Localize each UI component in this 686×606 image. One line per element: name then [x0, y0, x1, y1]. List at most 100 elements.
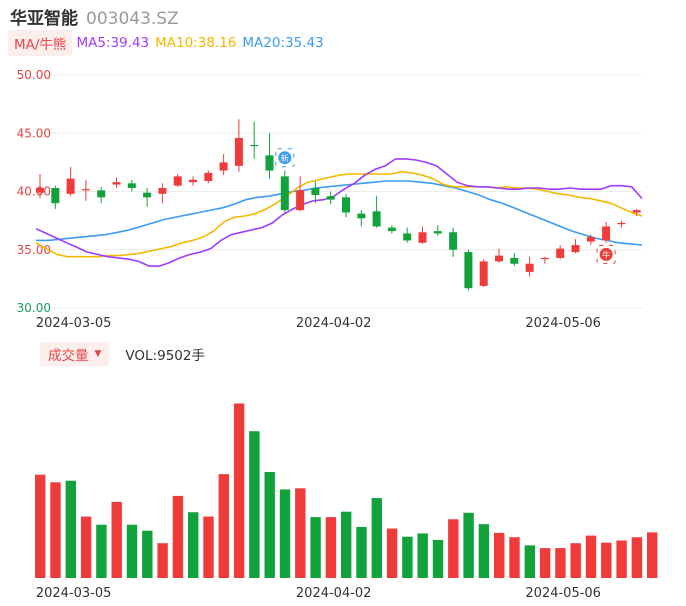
volume-bar	[371, 498, 382, 578]
candle-body	[342, 197, 350, 213]
volume-bar	[126, 524, 138, 578]
volume-bar	[647, 532, 658, 578]
volume-bar	[50, 482, 61, 578]
candle-body	[586, 236, 595, 242]
marker-bull-icon-frame	[596, 244, 616, 264]
candle-body	[602, 226, 611, 241]
candle	[342, 193, 350, 218]
candle	[326, 191, 335, 205]
candle	[158, 183, 167, 204]
volume-bar	[417, 533, 428, 578]
volume-label: VOL:	[125, 348, 158, 364]
marker-bull-icon: 牛	[596, 244, 616, 264]
candle	[540, 256, 549, 264]
candle	[357, 210, 366, 227]
candle-body	[556, 248, 565, 258]
price-tick-label: 35.00	[17, 243, 51, 257]
volume-bar	[35, 474, 46, 578]
volume-bar	[264, 471, 275, 578]
candle	[36, 174, 44, 199]
dropdown-arrow-icon: ▼	[94, 349, 102, 359]
candle	[372, 196, 381, 228]
ma10-legend: MA10:38.16	[155, 35, 236, 51]
candle	[173, 174, 182, 187]
volume-bar	[570, 543, 581, 578]
candle-body	[81, 189, 90, 191]
candle-body	[51, 188, 60, 204]
candle-body	[357, 213, 366, 219]
stock-header: 华亚智能 003043.SZ	[10, 4, 179, 29]
volume-bar	[402, 536, 413, 578]
candle	[525, 256, 534, 277]
volume-bar	[494, 532, 505, 578]
candle-body	[433, 231, 442, 234]
candle-body	[326, 196, 335, 200]
price-date-label: 2024-03-05	[36, 316, 112, 331]
volume-bar	[233, 403, 245, 578]
candle-body	[36, 188, 44, 193]
price-tick-label: 45.00	[17, 126, 51, 140]
candle	[479, 259, 488, 288]
candle	[204, 170, 213, 184]
candle	[632, 208, 641, 216]
volume-bar	[111, 501, 122, 578]
volume-bar	[585, 535, 597, 578]
volume-bar	[157, 543, 168, 578]
candle	[265, 133, 274, 179]
price-tick-label: 40.00	[17, 185, 51, 199]
candle-body	[632, 210, 641, 213]
ma5-line	[35, 158, 643, 267]
volume-bar	[203, 516, 214, 578]
volume-readout: VOL:9502手	[125, 344, 205, 364]
volume-bar	[539, 548, 551, 578]
candle-body	[112, 182, 121, 185]
volume-bar	[448, 519, 459, 578]
volume-bar	[386, 528, 398, 578]
price-tick-label: 30.00	[17, 301, 51, 315]
candle-body	[280, 176, 289, 211]
candle	[66, 167, 75, 197]
candle-body	[495, 255, 503, 262]
volume-bar	[65, 480, 76, 578]
volume-bar	[616, 540, 627, 578]
candle	[296, 176, 305, 212]
candle	[556, 245, 565, 260]
volume-bar	[218, 474, 229, 578]
marker-new-icon-frame	[275, 148, 295, 168]
candle	[51, 185, 60, 209]
candle-body	[418, 232, 427, 243]
volume-bar	[432, 539, 444, 578]
candle-body	[173, 176, 182, 186]
candle-body	[449, 232, 458, 250]
ma20-legend: MA20:35.43	[242, 35, 323, 51]
candle	[464, 249, 473, 291]
volume-bar	[310, 517, 321, 578]
ma20-label: MA20:	[242, 35, 285, 51]
volume-bar	[555, 548, 566, 578]
candle	[449, 227, 458, 257]
volume-bar	[478, 524, 490, 578]
candle-body	[479, 261, 488, 286]
stock-name: 华亚智能	[10, 9, 78, 29]
ma-indicator-selector[interactable]: MA/牛熊	[8, 30, 73, 56]
price-date-label: 2024-04-02	[296, 316, 372, 331]
candle-body	[97, 190, 106, 198]
candle-body	[296, 190, 305, 211]
volume-bar	[142, 530, 153, 578]
candle-body	[158, 188, 167, 194]
candle-body	[372, 211, 381, 227]
candle-body	[387, 227, 396, 232]
volume-selector-label: 成交量	[48, 348, 89, 364]
volume-indicator-selector[interactable]: 成交量 ▼	[40, 342, 110, 366]
volume-bar	[325, 517, 337, 578]
candle	[418, 226, 427, 244]
candle-body	[66, 178, 75, 194]
marker-new-icon-badge	[278, 151, 292, 165]
candle	[81, 179, 90, 201]
candle-body	[464, 252, 473, 289]
volume-date-label: 2024-03-05	[36, 586, 112, 601]
ma10-value: 38.16	[197, 35, 237, 51]
ma10-label: MA10:	[155, 35, 198, 51]
candle-body	[234, 137, 243, 166]
